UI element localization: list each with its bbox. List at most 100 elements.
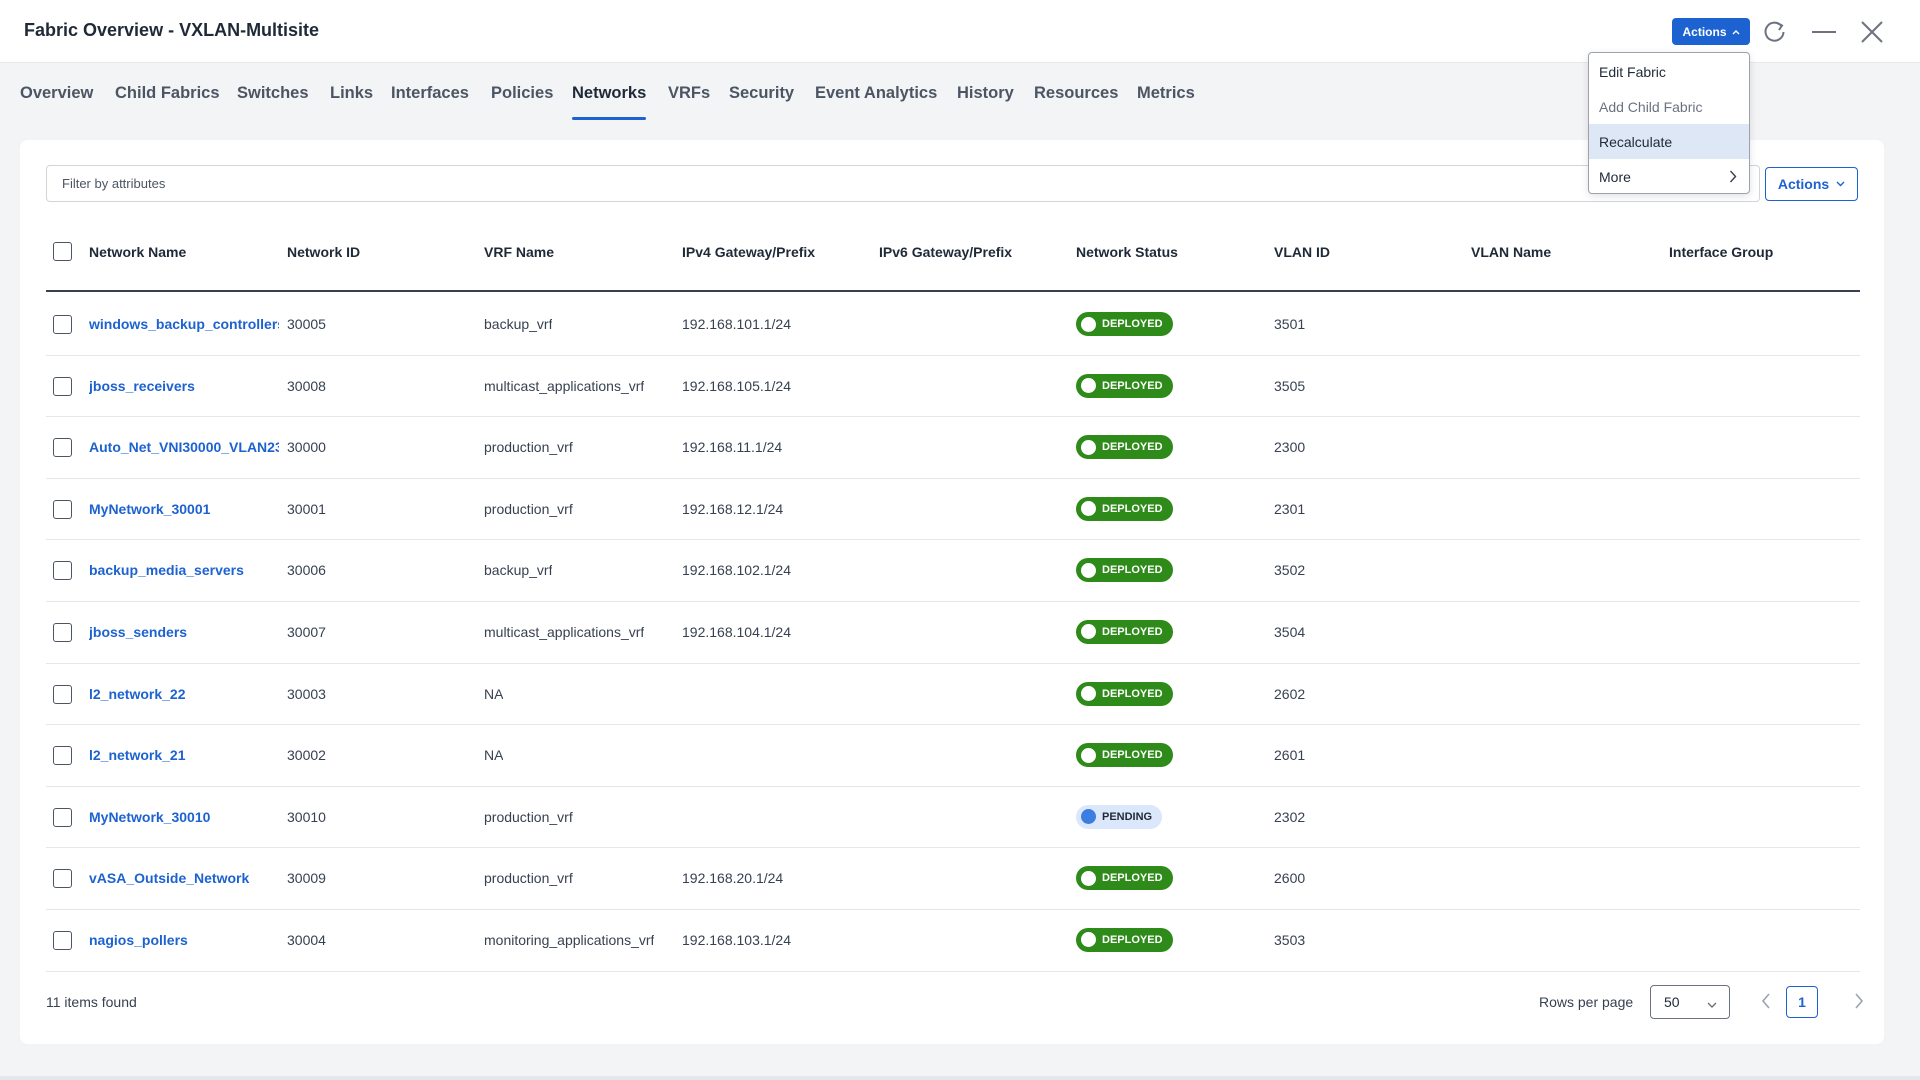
table-actions-label: Actions [1777,176,1830,192]
status-dot-icon [1081,870,1096,886]
column-header-network-status[interactable]: Network Status [1076,244,1178,260]
column-header-ipv6[interactable]: IPv6 Gateway/Prefix [879,244,1013,260]
row-checkbox[interactable] [53,622,72,642]
minimize-icon[interactable] [1808,16,1840,48]
menu-item-more[interactable]: More [1589,159,1749,194]
chevron-down-icon [1707,996,1717,1012]
tab-interfaces[interactable]: Interfaces [391,84,469,102]
status-label: DEPLOYED [1102,687,1163,700]
table-actions-button[interactable]: Actions [1765,167,1858,201]
row-checkbox[interactable] [53,561,72,581]
vlan-id-cell: 3504 [1274,623,1306,640]
rows-per-page-select[interactable]: 50 [1650,985,1730,1019]
menu-item-recalculate[interactable]: Recalculate [1589,124,1749,159]
actions-button[interactable]: Actions [1672,18,1750,45]
vlan-id-cell: 2601 [1274,747,1306,764]
tab-overview[interactable]: Overview [20,84,94,102]
table-row[interactable]: jboss_senders 30007 multicast_applications… [46,602,1860,664]
menu-item-edit-fabric[interactable]: Edit Fabric [1589,54,1749,89]
chevron-right-icon[interactable] [1850,990,1868,1012]
tab-switches[interactable]: Switches [237,84,309,102]
menu-item-add-child-fabric: Add Child Fabric [1589,89,1749,124]
row-checkbox[interactable] [53,376,72,396]
table-row[interactable]: jboss_receivers 30008 multicast_applicatio… [46,356,1860,418]
network-name-link[interactable]: Auto_Net_VNI30000_VLAN2300 [89,439,279,456]
page-button-current[interactable]: 1 [1786,986,1818,1018]
status-dot-icon [1081,378,1096,394]
refresh-icon[interactable] [1759,16,1791,48]
menu-item-label: Recalculate [1599,133,1673,150]
vrf-name-cell: production_vrf [484,870,573,887]
status-badge: DEPLOYED [1076,743,1173,768]
column-header-vlan-name[interactable]: VLAN Name [1471,244,1552,260]
tab-event-analytics[interactable]: Event Analytics [815,84,938,102]
row-checkbox[interactable] [53,930,72,950]
vlan-id-cell: 2300 [1274,439,1306,456]
tab-links[interactable]: Links [330,84,374,102]
row-checkbox[interactable] [53,438,72,458]
row-checkbox[interactable] [53,869,72,889]
network-id-cell: 30008 [287,377,326,394]
network-name-link[interactable]: windows_backup_controllers [89,316,279,332]
row-checkbox[interactable] [53,315,72,334]
status-label: PENDING [1102,810,1153,823]
network-name-link[interactable]: nagios_pollers [89,931,188,948]
column-header-vlan-id[interactable]: VLAN ID [1274,244,1330,260]
column-header-vrf-name[interactable]: VRF Name [484,244,555,260]
ipv4-cell: 192.168.105.1/24 [682,377,791,394]
table-row[interactable]: l2_network_21 30002 NA 2601 DEPLOYED [46,725,1860,787]
network-id-cell: 30001 [287,500,326,517]
table-row[interactable]: MyNetwork_30010 30010 production_vrf 2302 PE… [46,787,1860,849]
tab-resources[interactable]: Resources [1034,84,1119,102]
table-row[interactable]: nagios_pollers 30004 monitoring_applicatio… [46,910,1860,972]
row-checkbox[interactable] [53,807,72,827]
status-label: DEPLOYED [1102,933,1163,946]
tab-policies[interactable]: Policies [491,84,554,102]
items-found: 11 items found [46,994,137,1010]
network-id-cell: 30009 [287,870,326,887]
network-name-link[interactable]: backup_media_servers [89,562,244,579]
actions-button-label: Actions [1682,24,1727,39]
table-row[interactable]: windows_backup_controllers 30005 backup_vr… [46,294,1860,356]
select-all-checkbox[interactable] [53,242,72,261]
ipv4-cell: 192.168.11.1/24 [682,439,783,456]
menu-item-label: More [1599,168,1631,185]
tab-vrfs[interactable]: VRFs [668,84,711,102]
row-checkbox[interactable] [53,499,72,519]
tab-networks[interactable]: Networks [572,84,647,120]
vlan-id-cell: 2301 [1274,500,1306,517]
network-name-link[interactable]: MyNetwork_30001 [89,500,211,517]
tab-history[interactable]: History [957,84,1014,102]
column-header-ipv4[interactable]: IPv4 Gateway/Prefix [682,244,816,260]
tab-child-fabrics[interactable]: Child Fabrics [115,84,220,102]
tab-metrics[interactable]: Metrics [1137,84,1195,102]
network-name-link[interactable]: MyNetwork_30010 [89,808,211,825]
ipv4-cell: 192.168.102.1/24 [682,562,791,579]
status-label: DEPLOYED [1102,502,1163,515]
table-row[interactable]: Auto_Net_VNI30000_VLAN2300 30000 productio… [46,417,1860,479]
network-id-cell: 30004 [287,931,326,948]
network-name-link[interactable]: l2_network_21 [89,747,186,764]
network-name-link[interactable]: jboss_senders [89,623,188,640]
network-name-link[interactable]: l2_network_22 [89,685,186,702]
rows-per-page-label: Rows per page [1539,994,1634,1010]
network-name-link[interactable]: jboss_receivers [89,377,195,394]
table-row[interactable]: backup_media_servers 30006 backup_vrf 192.1… [46,540,1860,602]
status-badge: DEPLOYED [1076,373,1173,398]
tab-security[interactable]: Security [729,84,795,102]
table-row[interactable]: MyNetwork_30001 30001 production_vrf 192.16… [46,479,1860,541]
vrf-name-cell: production_vrf [484,808,573,825]
column-header-network-name[interactable]: Network Name [89,244,187,260]
filter-input[interactable] [46,165,1760,202]
vlan-id-cell: 3505 [1274,377,1306,394]
column-header-network-id[interactable]: Network ID [287,244,361,260]
table-row[interactable]: l2_network_22 30003 NA 2602 DEPLOYED [46,664,1860,726]
row-checkbox[interactable] [53,684,72,704]
table-row[interactable]: vASA_Outside_Network 30009 production_vrf 1… [46,848,1860,910]
status-dot-icon [1081,809,1096,825]
row-checkbox[interactable] [53,746,72,766]
chevron-left-icon[interactable] [1757,990,1775,1012]
close-icon[interactable] [1856,16,1888,48]
column-header-interface-group[interactable]: Interface Group [1669,244,1774,260]
network-name-link[interactable]: vASA_Outside_Network [89,870,250,887]
